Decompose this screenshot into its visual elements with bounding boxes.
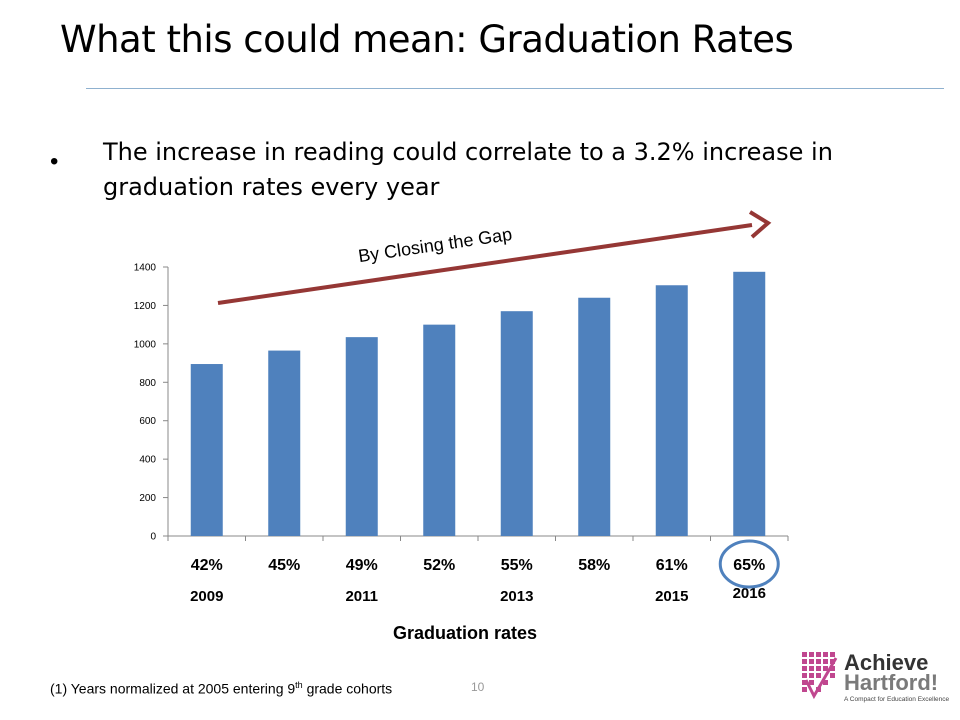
x-category-label: 58% xyxy=(578,557,610,574)
y-tick-label: 400 xyxy=(139,455,156,466)
highlight-circle xyxy=(718,539,780,589)
x-year-label: 2009 xyxy=(190,588,223,605)
footnote-sup: th xyxy=(295,680,303,690)
logo-word-hartford: Hartford! xyxy=(844,670,939,695)
bar xyxy=(500,311,533,536)
x-axis-title: Graduation rates xyxy=(393,623,537,643)
x-year-label: 2015 xyxy=(655,588,688,605)
y-tick-label: 0 xyxy=(150,532,156,543)
x-category-label: 61% xyxy=(656,557,688,574)
bar xyxy=(190,364,223,536)
page-number: 10 xyxy=(471,680,485,694)
footnote: (1) Years normalized at 2005 entering 9t… xyxy=(50,680,392,697)
x-category-label: 49% xyxy=(346,557,378,574)
y-tick-label: 600 xyxy=(139,416,156,427)
bullet-dot: • xyxy=(50,148,59,175)
x-year-label: 2016 xyxy=(733,585,766,602)
footnote-suffix: grade cohorts xyxy=(302,680,393,697)
x-category-label: 52% xyxy=(423,557,455,574)
bar xyxy=(423,324,456,536)
x-year-label: 2013 xyxy=(500,588,533,605)
x-category-label: 65% xyxy=(733,557,765,574)
bar xyxy=(655,285,688,536)
bar xyxy=(578,297,611,536)
slide-title: What this could mean: Graduation Rates xyxy=(60,18,794,61)
x-category-label: 42% xyxy=(191,557,223,574)
y-tick-label: 1200 xyxy=(134,301,157,312)
title-divider xyxy=(86,88,944,89)
bar xyxy=(345,337,378,536)
bullet-text: The increase in reading could correlate … xyxy=(103,138,833,201)
achieve-hartford-logo: Achieve Hartford! A Compact for Educatio… xyxy=(800,650,950,712)
x-category-label: 45% xyxy=(268,557,300,574)
y-tick-label: 1400 xyxy=(134,263,157,274)
bar xyxy=(268,350,301,536)
x-year-label: 2011 xyxy=(345,588,378,605)
x-category-label: 55% xyxy=(501,557,533,574)
trend-arrow-head xyxy=(748,210,772,239)
trend-arrow-line xyxy=(217,223,753,305)
logo-tagline: A Compact for Education Excellence xyxy=(844,696,950,703)
checkmark-logo-icon xyxy=(802,652,838,700)
annotation-by-closing-the-gap: By Closing the Gap xyxy=(357,224,513,266)
footnote-prefix: (1) Years normalized at 2005 entering 9 xyxy=(50,680,296,697)
y-tick-label: 1000 xyxy=(134,339,157,350)
logo-word-achieve: Achieve xyxy=(844,650,929,675)
y-tick-label: 800 xyxy=(139,378,156,389)
bar xyxy=(733,271,766,536)
y-tick-label: 200 xyxy=(139,493,156,504)
